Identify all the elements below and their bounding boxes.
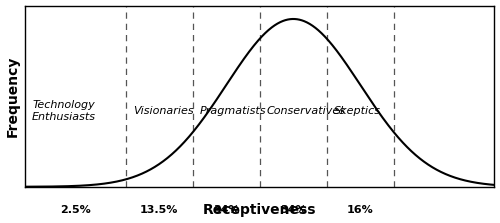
X-axis label: Receptiveness: Receptiveness xyxy=(203,203,316,217)
Text: Conservatives: Conservatives xyxy=(267,106,346,116)
Text: 16%: 16% xyxy=(347,205,374,215)
Y-axis label: Frequency: Frequency xyxy=(6,56,20,137)
Text: Visionaries: Visionaries xyxy=(132,106,194,116)
Text: 13.5%: 13.5% xyxy=(140,205,178,215)
Text: Pragmatists: Pragmatists xyxy=(200,106,266,116)
Text: Technology
Enthusiasts: Technology Enthusiasts xyxy=(32,101,96,122)
Text: 2.5%: 2.5% xyxy=(60,205,91,215)
Text: 34%: 34% xyxy=(280,205,306,215)
Text: Skeptics: Skeptics xyxy=(334,106,381,116)
Text: 34%: 34% xyxy=(213,205,240,215)
